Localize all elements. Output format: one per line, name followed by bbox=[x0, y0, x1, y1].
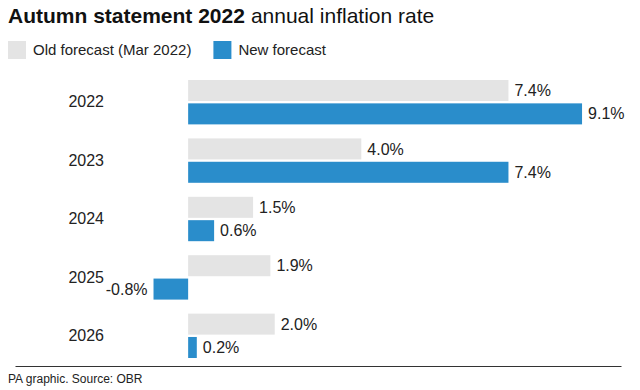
category-label: 2023 bbox=[68, 152, 104, 169]
bar bbox=[188, 337, 197, 358]
category-tick: 2024 bbox=[68, 210, 104, 227]
data-label: 7.4% bbox=[514, 164, 550, 181]
data-label: -0.8% bbox=[106, 281, 148, 298]
legend-swatch bbox=[8, 41, 26, 59]
data-label: 0.6% bbox=[220, 222, 256, 239]
bar bbox=[188, 197, 253, 218]
source: PA graphic. Source: OBR bbox=[8, 372, 143, 386]
bar bbox=[188, 314, 275, 335]
bar bbox=[188, 220, 214, 241]
bar bbox=[188, 103, 582, 124]
chart: Autumn statement 2022 annual inflation ra… bbox=[0, 0, 640, 390]
category-label: 2022 bbox=[68, 93, 104, 110]
category-axis: 2022 2023 2024 2025 2026 bbox=[68, 93, 104, 344]
legend-label: New forecast bbox=[238, 41, 326, 58]
bar bbox=[188, 255, 270, 276]
bar bbox=[188, 80, 508, 101]
bars bbox=[154, 80, 583, 358]
category-tick: 2026 bbox=[68, 327, 104, 344]
category-tick: 2022 bbox=[68, 93, 104, 110]
category-label: 2024 bbox=[68, 210, 104, 227]
legend-item: Old forecast (Mar 2022) bbox=[8, 41, 191, 59]
data-label: 1.5% bbox=[259, 199, 295, 216]
category-tick: 2023 bbox=[68, 152, 104, 169]
category-label: 2025 bbox=[68, 269, 104, 286]
bar bbox=[188, 162, 508, 183]
data-label: 0.2% bbox=[203, 339, 239, 356]
data-label: 2.0% bbox=[281, 316, 317, 333]
bar bbox=[188, 138, 361, 159]
bar bbox=[154, 279, 189, 300]
legend-swatch bbox=[213, 41, 231, 59]
value-axis bbox=[16, 366, 622, 367]
axis-line bbox=[16, 366, 622, 367]
subtitle: annual inflation rate bbox=[251, 4, 434, 27]
category-tick: 2025 bbox=[68, 269, 104, 286]
title: Autumn statement 2022 bbox=[8, 4, 245, 27]
category-label: 2026 bbox=[68, 327, 104, 344]
data-labels: 7.4% 4.0% 1.5% 1.9% 2.0% 9.1% 7.4% 0.6% -0.8% 0.2… bbox=[106, 82, 625, 356]
legend-label: Old forecast (Mar 2022) bbox=[33, 41, 191, 58]
data-label: 4.0% bbox=[367, 141, 403, 158]
legend-item: New forecast bbox=[213, 41, 326, 59]
data-label: 9.1% bbox=[588, 105, 624, 122]
data-label: 7.4% bbox=[514, 82, 550, 99]
data-label: 1.9% bbox=[276, 257, 312, 274]
